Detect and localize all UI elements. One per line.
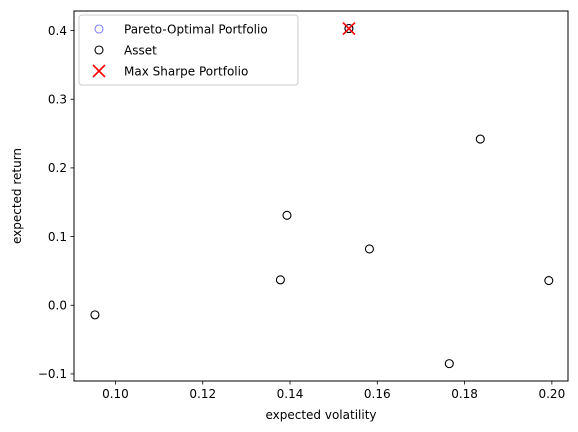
legend-label-max-sharpe-portfolio: Max Sharpe Portfolio [124,64,248,78]
y-ticks: −0.1 0.0 0.1 0.2 0.3 0.4 [38,24,74,381]
y-tick-label: 0.3 [48,93,67,107]
x-tick-label: 0.10 [102,387,129,401]
legend-label-pareto-optimal-portfolio: Pareto-Optimal Portfolio [124,22,268,36]
x-tick-label: 0.18 [451,387,478,401]
legend-label-asset: Asset [124,43,157,57]
asset-point [545,277,553,285]
y-tick-label: 0.1 [48,230,67,244]
x-tick-label: 0.12 [189,387,216,401]
y-tick-label: 0.4 [48,24,67,38]
x-tick-label: 0.20 [538,387,565,401]
asset-point [476,135,484,143]
asset-point [283,211,291,219]
asset-point [445,360,453,368]
asset-point [365,245,373,253]
asset-point [276,276,284,284]
x-tick-label: 0.14 [277,387,304,401]
y-axis-label: expected return [10,148,24,244]
y-tick-label: 0.2 [48,161,67,175]
x-tick-label: 0.16 [364,387,391,401]
legend: Pareto-Optimal Portfolio Asset Max Sharpe … [79,15,298,85]
x-ticks: 0.10 0.12 0.14 0.16 0.18 0.20 [102,381,565,401]
x-axis-label: expected volatility [265,408,376,422]
asset-point [91,311,99,319]
y-tick-label: 0.0 [48,299,67,313]
y-tick-label: −0.1 [38,367,67,381]
